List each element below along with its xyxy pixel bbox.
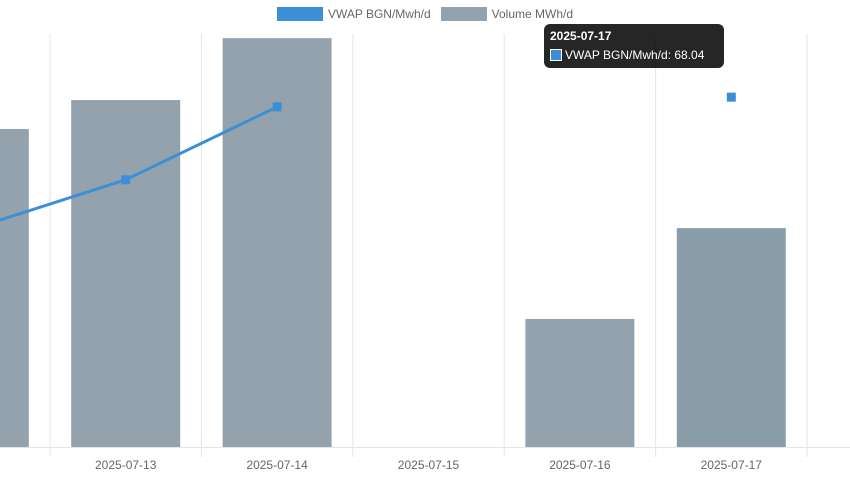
volume-bar-2025-07-13 — [71, 100, 181, 447]
volume-bar-2025-07-16 — [525, 318, 635, 447]
legend-swatch-vwap — [276, 7, 323, 21]
x-tick-label: 2025-07-15 — [398, 458, 460, 472]
volume-bar-2025-07-17 — [676, 228, 786, 447]
legend-item-vwap[interactable]: VWAP BGN/Mwh/d — [276, 7, 431, 21]
legend-item-volume[interactable]: Volume MWh/d — [440, 7, 574, 21]
tooltip-swatch — [550, 49, 562, 61]
legend: VWAP BGN/Mwh/d Volume MWh/d — [0, 7, 850, 21]
tooltip-body: VWAP BGN/Mwh/d: 68.04 — [550, 48, 718, 62]
volume-bar-2025-07-14 — [222, 38, 332, 447]
volume-bar-2025-07-12 — [0, 128, 29, 448]
legend-swatch-volume — [440, 7, 487, 21]
legend-label-vwap: VWAP BGN/Mwh/d — [327, 7, 431, 21]
volume-bars — [0, 38, 786, 448]
vwap-point-2025-07-13 — [121, 175, 131, 185]
gridlines — [0, 34, 850, 457]
x-axis-ticks: 22025-07-132025-07-142025-07-152025-07-1… — [95, 458, 763, 472]
x-tick-label: 2025-07-13 — [95, 458, 157, 472]
vwap-point-2025-07-14 — [272, 102, 282, 112]
tooltip-title: 2025-07-17 — [550, 29, 612, 43]
tooltip: 2025-07-17 VWAP BGN/Mwh/d: 68.04 — [544, 24, 724, 68]
vwap-point-2025-07-17 — [726, 92, 736, 102]
legend-label-volume: Volume MWh/d — [491, 7, 574, 21]
x-tick-label: 2025-07-16 — [549, 458, 611, 472]
x-tick-label: 2025-07-17 — [701, 458, 763, 472]
x-tick-label: 2025-07-14 — [246, 458, 308, 472]
vwap-line — [0, 93, 736, 233]
tooltip-value: VWAP BGN/Mwh/d: 68.04 — [565, 48, 705, 62]
